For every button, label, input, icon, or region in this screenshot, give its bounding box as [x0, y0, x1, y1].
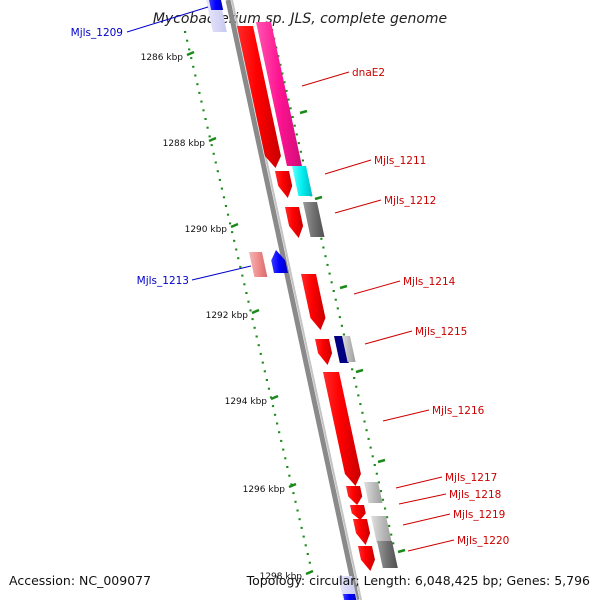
feature-dnaE2-red[interactable] — [237, 26, 281, 168]
tick-major — [314, 195, 323, 201]
accession-label: Accession: NC_009077 — [9, 573, 152, 588]
tick-major — [397, 548, 406, 554]
gene-labels: Mjls_1209 dnaE2 Mjls_1211 Mjls_1212 Mjls_121… — [71, 6, 509, 552]
map-title: Mycobacterium sp. JLS, complete genome — [153, 11, 447, 27]
feature-mjls-1215-red[interactable] — [315, 339, 333, 365]
feature-mjls-1215-navy[interactable] — [334, 336, 349, 363]
feature-mjls-1220-red[interactable] — [358, 546, 375, 571]
feature-mjls-1209-arrow[interactable] — [209, 0, 224, 10]
label-leader-line — [402, 513, 451, 526]
tick-major — [299, 109, 308, 115]
scale-tick-dots — [184, 31, 311, 564]
feature-mjls-1219-red[interactable] — [353, 519, 371, 545]
feature-dnaE2-pink[interactable] — [256, 22, 302, 166]
label-leader-line — [126, 6, 209, 33]
feature-mjls-1214[interactable] — [301, 274, 326, 330]
feature-mjls-1213-blue[interactable] — [271, 250, 288, 273]
label-leader-line — [353, 280, 401, 295]
gene-label[interactable]: Mjls_1211 — [374, 155, 426, 167]
label-leader-line — [407, 539, 455, 552]
label-leader-line — [364, 330, 413, 345]
feature-mjls-1216[interactable] — [323, 372, 361, 486]
scale-major-tick — [230, 222, 239, 229]
scale-major-tick — [305, 569, 314, 576]
feature-mjls-1211-red[interactable] — [275, 171, 293, 198]
gene-label[interactable]: dnaE2 — [352, 67, 385, 79]
gene-label[interactable]: Mjls_1220 — [457, 535, 509, 547]
label-leader-line — [398, 493, 447, 505]
scale-label: 1296 kbp — [243, 485, 286, 495]
scale-label: 1292 kbp — [206, 311, 249, 321]
gene-label[interactable]: Mjls_1213 — [137, 275, 189, 287]
feature-mjls-1213-pale[interactable] — [249, 252, 268, 277]
genome-stats: Topology: circular; Length: 6,048,425 bp… — [246, 573, 590, 588]
gene-label[interactable]: Mjls_1218 — [449, 489, 501, 501]
genome-backbone — [225, 0, 360, 600]
tick-major — [377, 458, 386, 464]
gene-label[interactable]: Mjls_1214 — [403, 276, 456, 288]
feature-mjls-1219-light[interactable] — [371, 516, 392, 543]
feature-mjls-1212-grey[interactable] — [303, 202, 325, 237]
label-leader-line — [324, 159, 372, 175]
feature-mjls-1211-cyan[interactable] — [292, 166, 313, 196]
feature-mjls-1217-red[interactable] — [346, 486, 363, 505]
gene-label[interactable]: Mjls_1212 — [384, 195, 436, 207]
scale-labels: 1286 kbp 1288 kbp 1290 kbp 1292 kbp 1294 kbp… — [141, 50, 314, 582]
label-leader-line — [334, 199, 382, 214]
scale-major-tick — [251, 308, 260, 315]
feature-mjls-1220-grey[interactable] — [377, 541, 398, 568]
gene-features — [206, 0, 398, 600]
feature-mjls-1218[interactable] — [350, 505, 366, 520]
scale-label: 1286 kbp — [141, 53, 184, 63]
label-leader-line — [382, 409, 430, 422]
tick-major — [339, 284, 348, 290]
gene-label[interactable]: Mjls_1215 — [415, 326, 467, 338]
gene-label[interactable]: Mjls_1216 — [432, 405, 485, 417]
feature-next-blue[interactable] — [343, 594, 357, 600]
tick-major — [355, 368, 364, 374]
scale-label: 1290 kbp — [185, 225, 228, 235]
scale-label: 1288 kbp — [163, 139, 206, 149]
gene-label[interactable]: Mjls_1219 — [453, 509, 505, 521]
scale-major-tick — [288, 482, 297, 489]
label-leader-line — [301, 71, 350, 87]
gene-label[interactable]: Mjls_1217 — [445, 472, 497, 484]
scale-label: 1298 kbp — [260, 572, 303, 582]
scale-major-tick — [208, 136, 217, 143]
feature-mjls-1215-light[interactable] — [342, 336, 356, 362]
scale-major-tick — [270, 394, 279, 401]
label-leader-line — [191, 265, 252, 281]
feature-mjls-1212-red[interactable] — [285, 207, 304, 238]
scale-label: 1294 kbp — [225, 397, 268, 407]
gene-label[interactable]: Mjls_1209 — [71, 27, 123, 39]
feature-mjls-1217-light[interactable] — [364, 482, 383, 503]
scale-major-tick — [186, 50, 195, 57]
label-leader-line — [395, 476, 443, 489]
